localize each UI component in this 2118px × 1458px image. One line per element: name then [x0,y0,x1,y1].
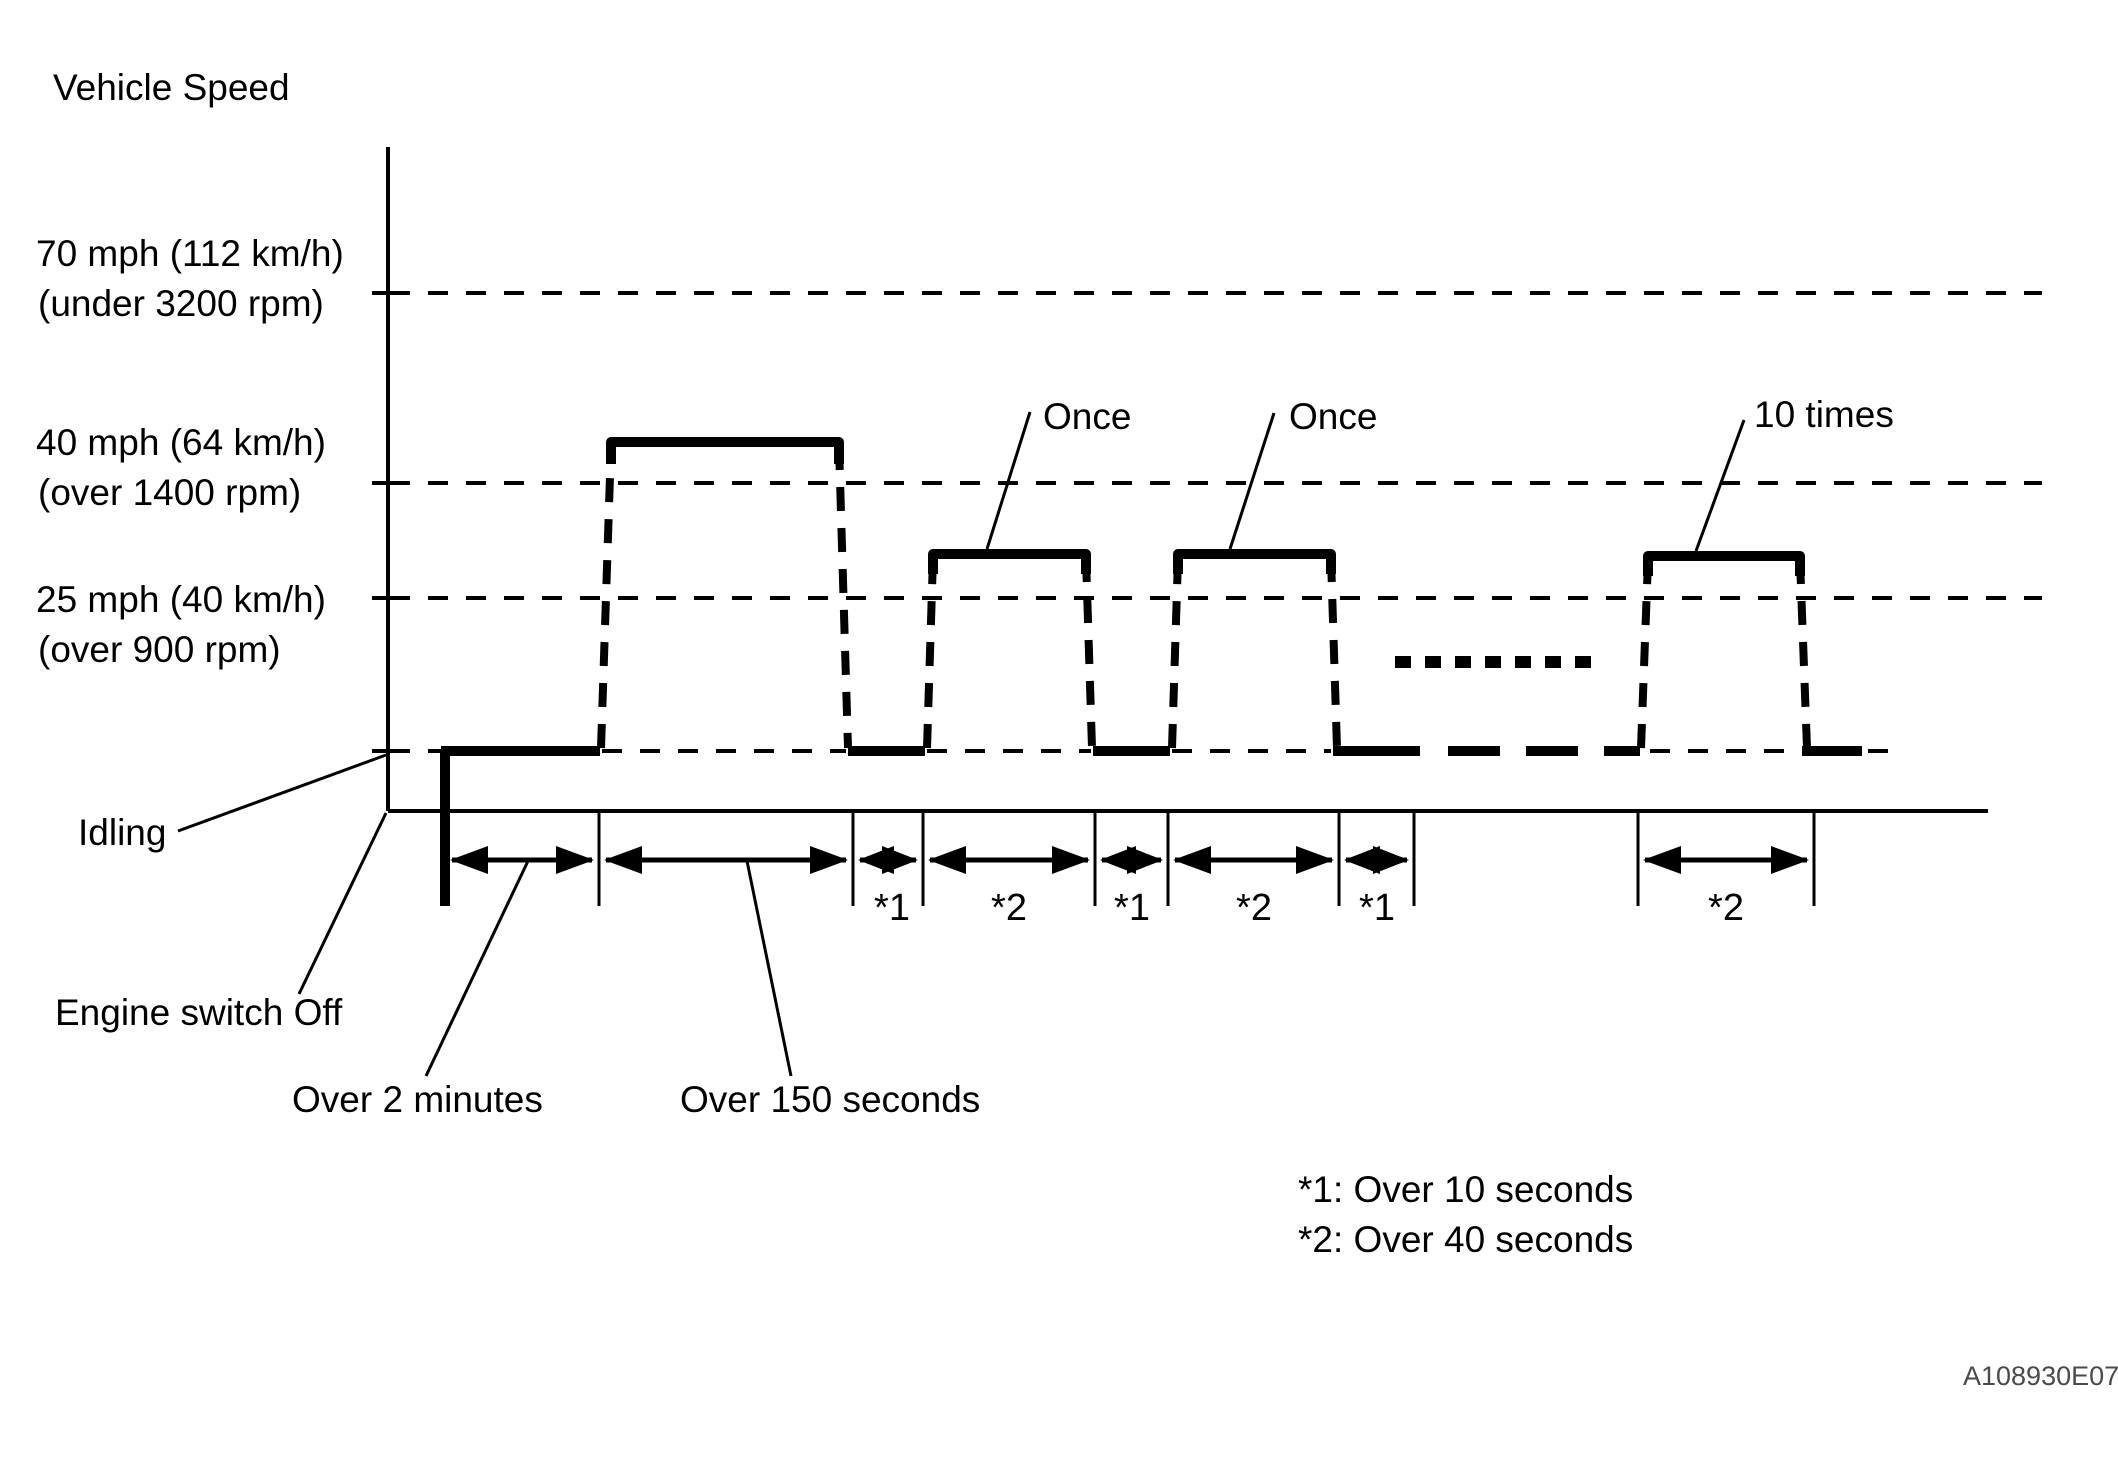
over-2-minutes-label: Over 2 minutes [292,1079,543,1120]
time-ticks [597,811,1816,906]
interval-label-2: *2 [991,887,1027,929]
y-label-70mph-line1: 70 mph (112 km/h) [36,233,344,274]
fall-1 [835,445,852,749]
speed-signal [440,437,1862,906]
footnote-2: *2: Over 40 seconds [1298,1219,1633,1260]
interval-label-6: *2 [1708,887,1744,929]
interval-label-5: *1 [1359,887,1395,929]
fall-4 [1796,559,1811,749]
rise-2 [923,557,937,749]
ten-times-label: 10 times [1754,394,1894,435]
speed-transitions [597,445,1811,749]
fall-3 [1327,557,1341,749]
interval-label-4: *2 [1236,887,1272,929]
rise-3 [1168,557,1182,749]
vehicle-speed-title: Vehicle Speed [53,67,290,108]
plateau-1 [606,437,844,464]
idling-pointer [177,753,387,833]
idling-label: Idling [78,812,166,853]
interval-label-3: *1 [1114,887,1150,929]
over-150-seconds-pointer [745,860,793,1077]
once-2-pointer [1228,412,1276,550]
footnote-1: *1: Over 10 seconds [1298,1169,1633,1210]
engine-switch-off-label: Engine switch Off [55,992,343,1033]
rise-1 [597,445,615,749]
arrowheads [450,846,1809,874]
y-label-25mph-line1: 25 mph (40 km/h) [36,579,326,620]
dimension-arrows [450,846,1809,874]
plateau-3 [1173,549,1336,574]
figure-code: A108930E07 [1963,1361,2118,1391]
y-label-40mph-line2: (over 1400 rpm) [38,472,301,513]
plateau-2 [928,549,1091,574]
rise-4 [1637,559,1652,749]
y-label-25mph-line2: (over 900 rpm) [38,629,281,670]
engine-switch-off-pointer [297,812,388,995]
plateau-4 [1643,551,1805,576]
interval-label-1: *1 [874,887,910,929]
ten-times-pointer [1694,419,1746,552]
fall-2 [1082,557,1096,749]
over-150-seconds-label: Over 150 seconds [680,1079,980,1120]
pointer-lines [177,411,1746,1077]
once-label-2: Once [1289,396,1377,437]
once-1-pointer [985,411,1032,550]
once-label-1: Once [1043,396,1131,437]
y-axis-ticks [372,291,388,753]
y-label-40mph-line1: 40 mph (64 km/h) [36,422,326,463]
y-label-70mph-line2: (under 3200 rpm) [38,283,324,324]
over-2-minutes-pointer [424,860,530,1077]
